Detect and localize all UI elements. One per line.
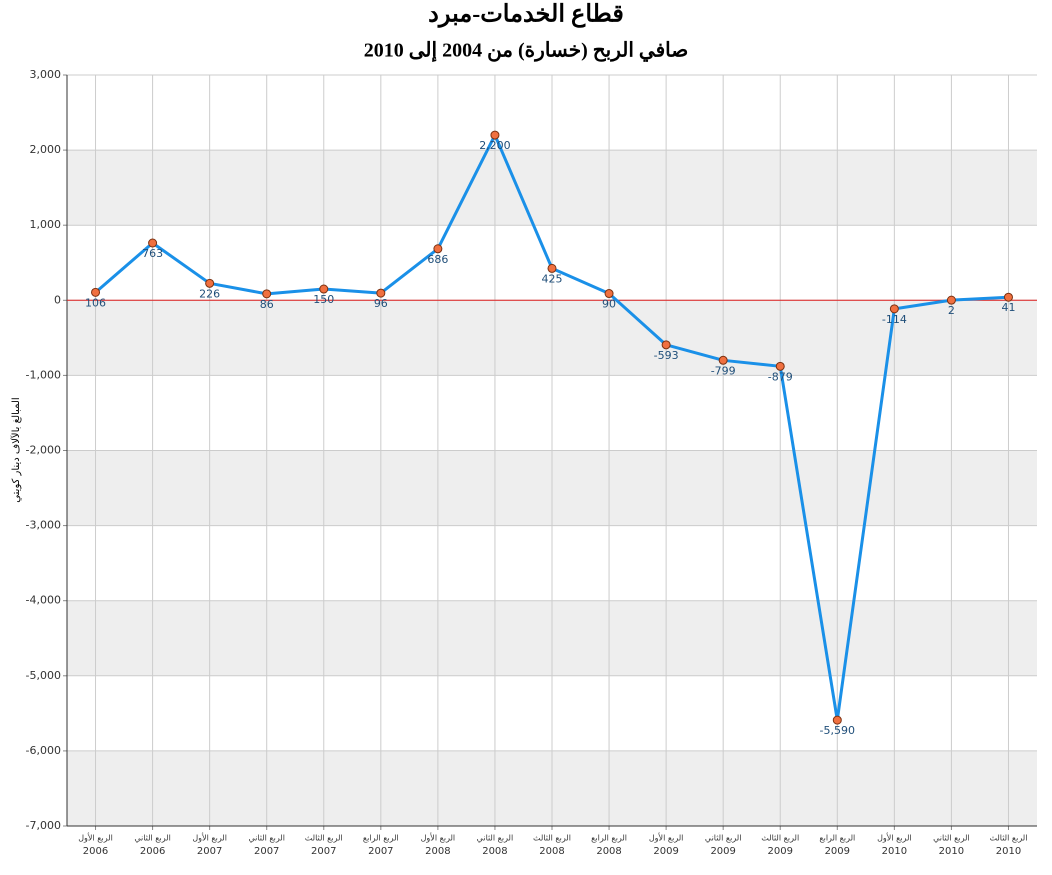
data-label: 106 bbox=[85, 296, 106, 309]
data-label: 150 bbox=[313, 293, 334, 306]
marker bbox=[262, 289, 272, 299]
x-tick-label: الربع الأول bbox=[649, 833, 684, 843]
marker bbox=[661, 340, 671, 350]
y-tick-label: 3,000 bbox=[30, 68, 62, 81]
x-tick-label: 2010 bbox=[939, 846, 964, 857]
y-tick-label: -3,000 bbox=[26, 519, 61, 532]
x-tick-label: 2007 bbox=[254, 846, 279, 857]
x-tick-label: الربع الأول bbox=[877, 833, 912, 843]
x-tick-label: الربع الثاني bbox=[248, 834, 285, 843]
x-tick-label: الربع الثاني bbox=[134, 834, 171, 843]
y-tick-label: -2,000 bbox=[26, 444, 61, 457]
data-label: 96 bbox=[374, 297, 388, 310]
x-tick-label: 2006 bbox=[83, 846, 108, 857]
x-tick-label: 2008 bbox=[539, 846, 564, 857]
x-tick-label: الربع الرابع bbox=[363, 834, 399, 843]
x-tick-label: الربع الثالث bbox=[990, 834, 1028, 843]
y-tick-label: 0 bbox=[54, 293, 61, 306]
data-label: -879 bbox=[768, 370, 793, 383]
marker bbox=[946, 295, 956, 305]
y-tick-label: -4,000 bbox=[26, 594, 61, 607]
data-label: 90 bbox=[602, 298, 616, 311]
data-label: 41 bbox=[1001, 301, 1015, 314]
x-tick-label: الربع الأول bbox=[192, 833, 227, 843]
x-tick-label: 2007 bbox=[311, 846, 336, 857]
data-label: 226 bbox=[199, 287, 220, 300]
x-tick-label: الربع الرابع bbox=[819, 834, 855, 843]
x-tick-label: الربع الثاني bbox=[477, 834, 514, 843]
data-label: -5,590 bbox=[820, 724, 855, 737]
x-tick-label: الربع الثالث bbox=[761, 834, 799, 843]
y-tick-label: -5,000 bbox=[26, 669, 61, 682]
data-label: 763 bbox=[142, 247, 163, 260]
marker bbox=[433, 244, 443, 254]
marker bbox=[205, 278, 215, 288]
data-label: -114 bbox=[882, 313, 907, 326]
y-tick-label: 2,000 bbox=[30, 143, 62, 156]
marker bbox=[604, 289, 614, 299]
y-tick-label: -7,000 bbox=[26, 819, 61, 832]
marker bbox=[490, 130, 500, 140]
x-tick-label: 2009 bbox=[768, 846, 793, 857]
marker bbox=[775, 361, 785, 371]
marker bbox=[832, 715, 842, 725]
x-tick-label: 2007 bbox=[197, 846, 222, 857]
x-tick-label: 2008 bbox=[425, 846, 450, 857]
x-tick-label: الربع الرابع bbox=[591, 834, 627, 843]
x-tick-label: 2010 bbox=[882, 846, 907, 857]
chart-title: قطاع الخدمات-مبرد bbox=[428, 2, 624, 29]
x-tick-label: 2009 bbox=[710, 846, 735, 857]
marker bbox=[547, 263, 557, 273]
data-label: 425 bbox=[542, 272, 563, 285]
x-tick-label: الربع الثاني bbox=[705, 834, 742, 843]
x-tick-label: 2009 bbox=[653, 846, 678, 857]
x-tick-label: 2006 bbox=[140, 846, 165, 857]
y-tick-label: -6,000 bbox=[26, 744, 61, 757]
data-label: 86 bbox=[260, 298, 274, 311]
chart-subtitle: صافي الربح (خسارة) من 2004 إلى 2010 bbox=[364, 40, 689, 63]
marker bbox=[889, 304, 899, 314]
data-label: -593 bbox=[654, 349, 679, 362]
x-tick-label: 2010 bbox=[996, 846, 1021, 857]
x-tick-label: 2007 bbox=[368, 846, 393, 857]
marker bbox=[319, 284, 329, 294]
x-tick-label: الربع الثاني bbox=[933, 834, 970, 843]
x-tick-label: الربع الأول bbox=[421, 833, 456, 843]
data-label: 2 bbox=[948, 304, 955, 317]
marker bbox=[718, 355, 728, 365]
marker bbox=[148, 238, 158, 248]
marker bbox=[91, 287, 101, 297]
x-tick-label: 2008 bbox=[596, 846, 621, 857]
y-tick-label: -1,000 bbox=[26, 368, 61, 381]
x-tick-label: 2009 bbox=[825, 846, 850, 857]
marker bbox=[376, 288, 386, 298]
x-tick-label: الربع الثالث bbox=[533, 834, 571, 843]
x-tick-label: الربع الأول bbox=[78, 833, 113, 843]
data-label: 686 bbox=[427, 253, 448, 266]
x-tick-label: الربع الثالث bbox=[305, 834, 343, 843]
data-label: -799 bbox=[711, 364, 736, 377]
y-tick-label: 1,000 bbox=[30, 218, 62, 231]
marker bbox=[1003, 292, 1013, 302]
x-tick-label: 2008 bbox=[482, 846, 507, 857]
y-axis-label: المبالغ بالآلاف دينار كويتي bbox=[10, 397, 22, 502]
data-label: 2,200 bbox=[479, 139, 511, 152]
